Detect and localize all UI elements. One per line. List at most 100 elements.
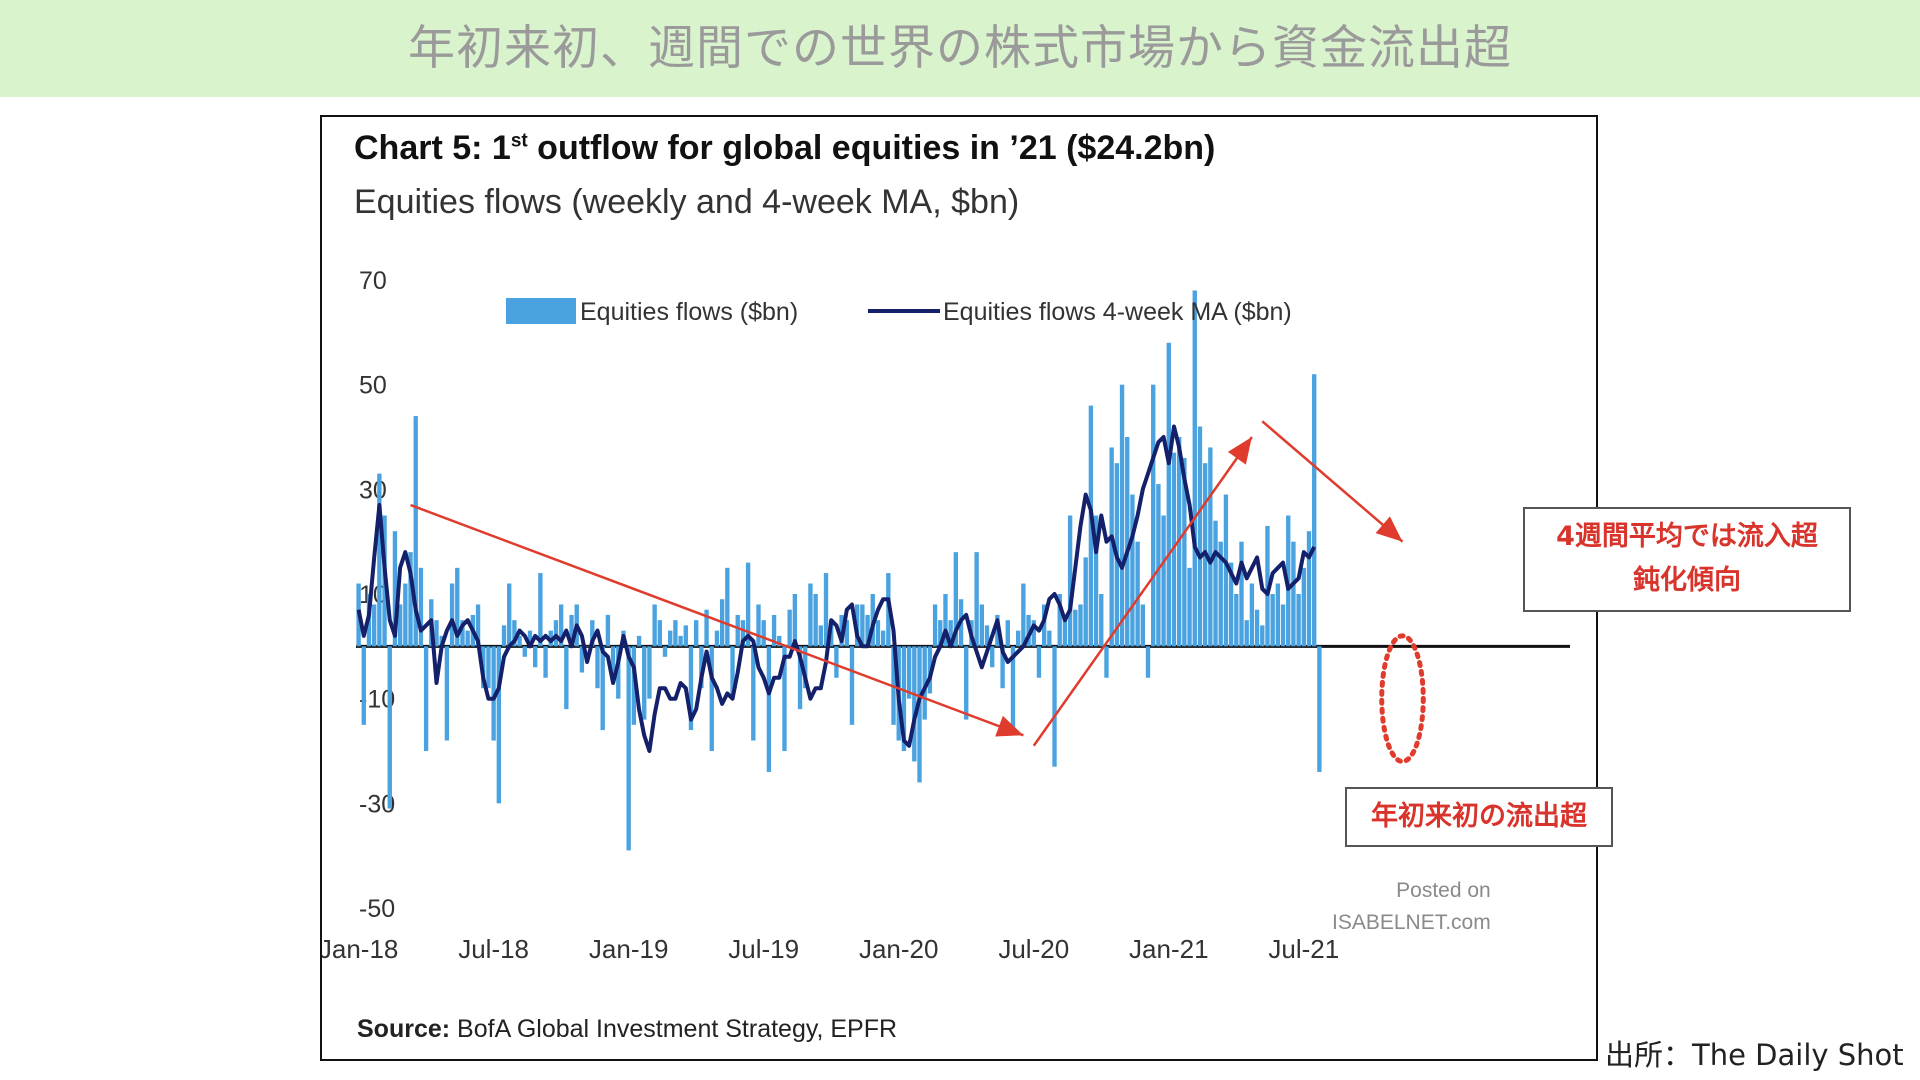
flow-bar [434,620,439,647]
flow-bar [865,614,870,647]
flow-bar [787,609,792,647]
header-banner: 年初来初、週間での世界の株式市場から資金流出超 [0,0,1920,97]
ma-line-layer [356,424,1316,753]
flow-bar [616,646,621,699]
flow-bar [1228,562,1234,647]
flow-bar [1073,609,1078,647]
flow-bar [600,646,605,731]
flow-bar [361,646,366,725]
annotation-ma-line-1: 4週間平均では流入超 [1556,521,1818,552]
flow-bar [1026,614,1031,647]
flow-bar [636,635,642,647]
flow-bar [678,635,683,647]
flow-bar [605,614,611,647]
flow-bar [922,646,927,720]
flow-bar [948,620,953,647]
flow-bar [392,531,398,647]
flow-bar [657,620,662,647]
flow-bar [1192,290,1197,647]
flow-bar [1016,630,1021,647]
flow-bar [808,583,813,647]
flow-bar [475,604,481,647]
annotation-first-outflow: 年初来初の流出超 [1345,787,1613,847]
annotation-layer [410,420,1426,764]
flow-bar [647,646,652,699]
flow-bar [673,620,678,647]
outflow-highlight-ellipse [1379,633,1426,764]
watermark: Posted on ISABELNET.com [1332,875,1491,939]
chart-subtitle: Equities flows (weekly and 4-week MA, $b… [354,183,1020,221]
x-tick-label: Jul-20 [998,934,1069,964]
flow-bar [397,604,403,647]
flow-bar [1156,484,1161,647]
flow-bar [1249,583,1255,647]
trend-arrow-head [1227,437,1252,465]
y-tick-label: 50 [359,372,387,400]
flow-bar [932,604,938,647]
source-label: Source: [357,1015,451,1043]
flow-bar [1104,646,1109,678]
flow-bar [823,573,829,647]
flow-bar [751,646,756,741]
flow-bar [668,630,673,647]
flow-bar [1078,604,1083,647]
flow-bar [880,630,886,647]
bar-series-layer [356,290,1322,851]
flow-bar [1083,557,1088,647]
flow-bar [1031,620,1036,647]
flow-bar [553,620,559,647]
flow-bar [1041,604,1047,647]
flow-bar [631,646,637,725]
y-tick-label: 70 [359,267,387,295]
flow-bar [512,620,517,647]
flow-bar [486,646,491,689]
flow-bar [1223,494,1229,647]
flow-bar [1296,594,1301,647]
flow-bar [642,646,647,720]
trend-arrow-head [995,715,1024,737]
flow-bar [507,583,512,647]
flow-bar [1301,567,1306,647]
flow-bar [1000,646,1005,689]
flow-bar [1280,604,1286,647]
flow-bar [782,646,787,751]
x-tick-label: Jan-19 [589,934,669,964]
flow-bar [1057,594,1062,647]
flow-bar [735,614,740,647]
flow-bar [1052,646,1057,767]
legend-line-label: Equities flows 4-week MA ($bn) [943,298,1292,326]
x-tick-label: Jan-18 [322,934,398,964]
flow-bar [1234,594,1239,647]
page-title: 年初来初、週間での世界の株式市場から資金流出超 [408,21,1512,76]
flow-bar [584,646,590,647]
flow-bar [714,630,720,647]
flow-bar [860,604,865,647]
flow-bar [533,646,538,668]
flow-bar [906,646,912,699]
annotation-ma-slowing: 4週間平均では流入超 鈍化傾向 [1523,507,1851,612]
legend-bar-label: Equities flows ($bn) [580,298,798,326]
flow-bar [1005,620,1010,647]
flow-bar [387,646,392,809]
source-credit: 出所：The Daily Shot [1605,1038,1904,1072]
flow-bar [1145,646,1151,678]
watermark-line-1: Posted on [1396,879,1491,902]
flow-bar [1140,604,1145,647]
source-note: Source: BofA Global Investment Strategy,… [357,1015,897,1044]
flow-bar [761,620,766,647]
annotation-ma-line-2: 鈍化傾向 [1633,565,1741,596]
flow-bar [1208,447,1213,647]
flow-bar [1244,620,1249,647]
flow-bar [990,646,995,668]
flow-bar [1010,646,1016,731]
flow-bar [917,646,922,783]
x-tick-label: Jul-19 [728,934,799,964]
flow-bar [1187,567,1192,647]
flow-bar [875,620,881,647]
flow-bar [704,609,709,647]
flow-bar [1047,630,1052,647]
flow-bar [652,604,657,647]
watermark-line-2: ISABELNET.com [1332,911,1491,934]
flow-bar [834,646,839,678]
flow-bar [610,646,616,678]
